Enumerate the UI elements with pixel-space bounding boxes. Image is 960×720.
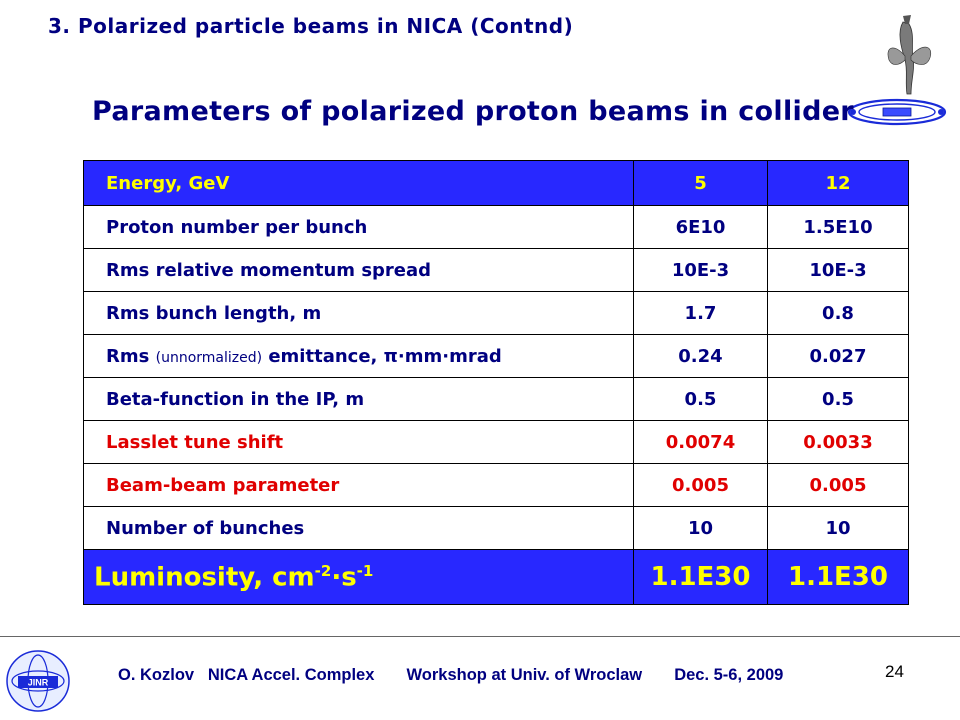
row-label-part: Beam-beam parameter [106, 474, 340, 496]
table-header-row: Energy, GeV 5 12 [83, 160, 909, 206]
table-row: Lasslet tune shift 0.0074 0.0033 [83, 420, 909, 464]
row-label: Number of bunches [83, 506, 634, 550]
row-label-part: Rms [106, 345, 156, 367]
luminosity-row: Luminosity, cm-2·s-1 1.1E30 1.1E30 [83, 549, 909, 605]
row-label: Proton number per bunch [83, 205, 634, 249]
row-value-2: 0.8 [767, 291, 909, 335]
luminosity-value-2: 1.1E30 [767, 549, 909, 605]
row-label: Beta-function in the IP, m [83, 377, 634, 421]
row-value-2: 0.0033 [767, 420, 909, 464]
table-body: Proton number per bunch 6E10 1.5E10 Rms rel… [83, 205, 909, 550]
row-label-part: Proton number per bunch [106, 216, 368, 238]
table-row: Number of bunches 10 10 [83, 506, 909, 550]
row-value-1: 10E-3 [633, 248, 768, 292]
row-label-part: emittance, [262, 345, 384, 367]
luminosity-label-mid: ·s [331, 562, 357, 593]
table-row: Rms (unnormalized) emittance, π·mm·mrad 0… [83, 334, 909, 378]
header-label: Energy, GeV [83, 160, 634, 206]
luminosity-label: Luminosity, cm-2·s-1 [83, 549, 634, 605]
row-value-2: 10 [767, 506, 909, 550]
luminosity-exp-2: -1 [356, 561, 374, 580]
row-value-2: 0.005 [767, 463, 909, 507]
row-label: Rms (unnormalized) emittance, π·mm·mrad [83, 334, 634, 378]
row-value-1: 10 [633, 506, 768, 550]
row-label: Beam-beam parameter [83, 463, 634, 507]
table-row: Beta-function in the IP, m 0.5 0.5 [83, 377, 909, 421]
row-label: Rms bunch length, m [83, 291, 634, 335]
page-number: 24 [885, 662, 904, 681]
row-label-part: Rms bunch length, m [106, 302, 322, 324]
row-value-1: 0.5 [633, 377, 768, 421]
header-value-2: 12 [767, 160, 909, 206]
row-value-2: 10E-3 [767, 248, 909, 292]
luminosity-value-1: 1.1E30 [633, 549, 768, 605]
row-label-part: π·mm·mrad [383, 345, 502, 367]
row-value-1: 1.7 [633, 291, 768, 335]
row-label-part: (unnormalized) [155, 349, 263, 366]
row-label-part: Beta-function in the IP, m [106, 388, 365, 410]
jinr-logo-icon: JINR [6, 650, 70, 712]
footer-text: O. Kozlov NICA Accel. Complex Workshop a… [118, 666, 784, 684]
table-row: Proton number per bunch 6E10 1.5E10 [83, 205, 909, 249]
row-value-2: 1.5E10 [767, 205, 909, 249]
table-row: Beam-beam parameter 0.005 0.005 [83, 463, 909, 507]
parameters-table: Energy, GeV 5 12 Proton number per bunch… [83, 160, 909, 605]
row-label-part: Rms relative momentum spread [106, 259, 432, 281]
row-value-1: 0.24 [633, 334, 768, 378]
luminosity-exp-1: -2 [314, 561, 332, 580]
row-value-2: 0.027 [767, 334, 909, 378]
row-value-1: 6E10 [633, 205, 768, 249]
header-value-1: 5 [633, 160, 768, 206]
footer-divider [0, 636, 960, 637]
row-label: Lasslet tune shift [83, 420, 634, 464]
table-row: Rms relative momentum spread 10E-3 10E-3 [83, 248, 909, 292]
slide-title: Parameters of polarized proton beams in … [92, 96, 854, 127]
nica-logo-icon [847, 15, 947, 126]
table-row: Rms bunch length, m 1.7 0.8 [83, 291, 909, 335]
row-value-1: 0.005 [633, 463, 768, 507]
jinr-logo-text: JINR [28, 678, 49, 688]
row-value-2: 0.5 [767, 377, 909, 421]
row-label-part: Number of bunches [106, 517, 305, 539]
row-value-1: 0.0074 [633, 420, 768, 464]
row-label: Rms relative momentum spread [83, 248, 634, 292]
row-label-part: Lasslet tune shift [106, 431, 284, 453]
luminosity-label-text: Luminosity, cm [94, 562, 315, 593]
section-title: 3. Polarized particle beams in NICA (Con… [48, 14, 574, 38]
